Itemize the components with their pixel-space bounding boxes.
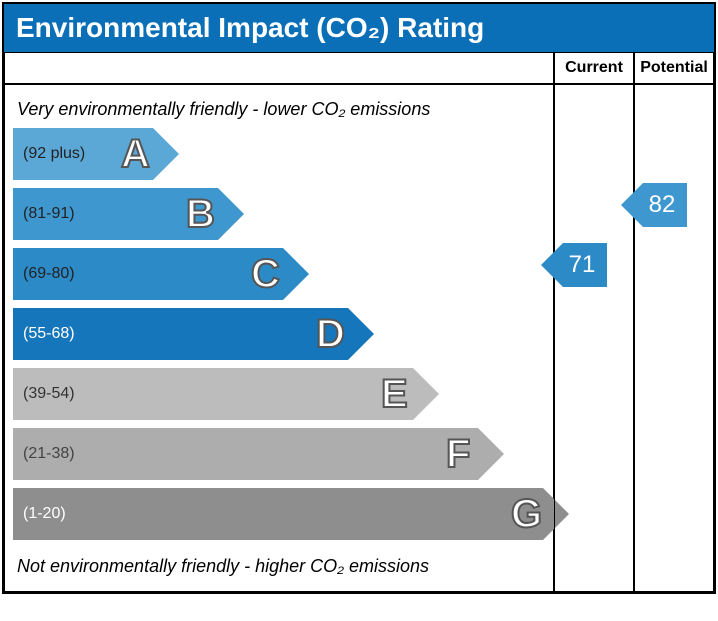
band-b: (81-91) B [13, 188, 545, 240]
band-range: (21-38) [23, 445, 75, 463]
band-d: (55-68) D [13, 308, 545, 360]
pointer-arrow-icon [621, 183, 643, 227]
potential-rating-pointer: 82 [621, 183, 687, 227]
band-range: (92 plus) [23, 145, 85, 163]
band-letter: G [511, 492, 542, 537]
rating-chart-container: Environmental Impact (CO₂) Rating Curren… [2, 2, 716, 594]
pointer-value: 82 [643, 183, 687, 227]
band-range: (55-68) [23, 325, 75, 343]
band-range: (1-20) [23, 505, 66, 523]
band-c: (69-80) C [13, 248, 545, 300]
current-rating-pointer: 71 [541, 243, 607, 287]
band-letter: C [251, 252, 280, 297]
band-range: (69-80) [23, 265, 75, 283]
band-f: (21-38) F [13, 428, 545, 480]
band-letter: D [316, 312, 345, 357]
band-bar [13, 488, 543, 540]
band-letter: E [381, 372, 408, 417]
band-letter: F [446, 432, 470, 477]
band-letter: A [121, 132, 150, 177]
band-g: (1-20) G [13, 488, 545, 540]
band-range: (81-91) [23, 205, 75, 223]
note-bottom: Not environmentally friendly - higher CO… [13, 548, 545, 581]
band-e: (39-54) E [13, 368, 545, 420]
potential-column: 82 [634, 84, 714, 592]
pointer-value: 71 [563, 243, 607, 287]
bands-area: Very environmentally friendly - lower CO… [4, 84, 554, 592]
pointer-arrow-icon [541, 243, 563, 287]
header-current: Current [554, 52, 634, 84]
chart-grid: Current Potential Very environmentally f… [4, 52, 714, 592]
band-a: (92 plus) A [13, 128, 545, 180]
header-potential: Potential [634, 52, 714, 84]
band-letter: B [186, 192, 215, 237]
band-range: (39-54) [23, 385, 75, 403]
chart-title: Environmental Impact (CO₂) Rating [4, 4, 714, 52]
note-top: Very environmentally friendly - lower CO… [13, 95, 545, 128]
band-bar [13, 428, 478, 480]
header-empty [4, 52, 554, 84]
current-column: 71 [554, 84, 634, 592]
